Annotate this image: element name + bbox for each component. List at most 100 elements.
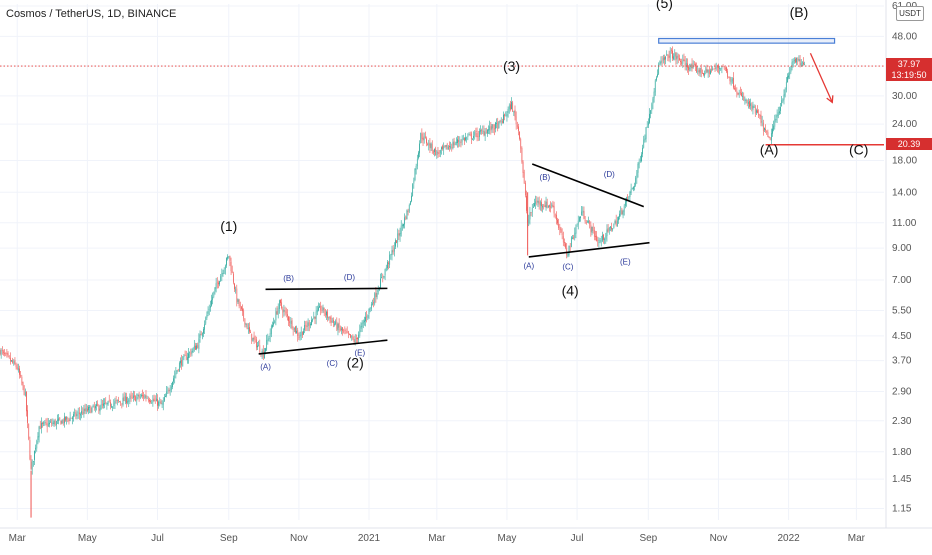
candle-body [59, 417, 60, 420]
candle-body [382, 276, 383, 277]
candle-body [153, 399, 154, 402]
candle-body [210, 306, 211, 308]
candle-body [473, 136, 474, 138]
candle-body [349, 334, 350, 335]
candle-body [612, 228, 613, 230]
candle-body [747, 100, 748, 103]
candle-body [616, 220, 617, 225]
candle-body [640, 160, 641, 161]
candle-body [687, 63, 688, 67]
candle-body [307, 326, 308, 327]
candle-body [120, 402, 121, 403]
candle-body [711, 70, 712, 71]
candle-body [477, 133, 478, 137]
candle-body [116, 400, 117, 401]
candle-body [326, 312, 327, 316]
candle-body [501, 121, 502, 122]
candle-body [201, 334, 202, 335]
candle-body [688, 67, 689, 71]
trendline[interactable] [259, 340, 388, 354]
candle-body [139, 395, 140, 398]
trendline[interactable] [532, 164, 644, 207]
candle-body [405, 217, 406, 220]
candle-body [232, 271, 233, 273]
candle-body [289, 321, 290, 322]
candle-body [572, 238, 573, 239]
candle-body [85, 409, 86, 411]
candle-body [118, 400, 119, 401]
candle-body [310, 324, 311, 325]
candle-body [420, 133, 421, 143]
candle-body [357, 338, 358, 339]
candle-body [374, 293, 375, 303]
candle-body [187, 357, 188, 360]
candle-body [13, 361, 14, 364]
candle-body [593, 227, 594, 231]
candle-body [755, 106, 756, 113]
candle-body [793, 61, 794, 62]
candle-body [758, 114, 759, 115]
candle-body [96, 404, 97, 406]
candle-body [748, 102, 749, 104]
candle-body [149, 400, 150, 401]
candle-body [412, 184, 413, 196]
candle-body [484, 131, 485, 135]
candle-body [276, 311, 277, 320]
trendline[interactable] [529, 243, 650, 257]
candle-body [723, 66, 724, 67]
candle-body [238, 299, 239, 302]
candle-body [356, 338, 357, 339]
candle-body [394, 248, 395, 252]
candle-body [516, 116, 517, 124]
candle-body [34, 451, 35, 460]
candle-body [124, 397, 125, 401]
candle-body [434, 149, 435, 152]
candle-body [427, 144, 428, 145]
candle-body [35, 448, 36, 450]
candle-body [12, 360, 13, 362]
candle-body [726, 67, 727, 71]
candle-body [495, 123, 496, 129]
candle-body [31, 459, 32, 469]
candle-body [250, 332, 251, 333]
candle-body [659, 62, 660, 64]
candle-body [158, 402, 159, 406]
x-tick-label: Nov [710, 533, 728, 544]
candle-body [313, 316, 314, 318]
candle-body [93, 405, 94, 407]
candle-body [548, 205, 549, 207]
candle-body [445, 146, 446, 147]
candle-body [525, 183, 526, 195]
candle-body [730, 77, 731, 81]
candle-body [712, 68, 713, 70]
candle-body [353, 337, 354, 338]
y-tick-label: 4.50 [892, 331, 912, 342]
candle-body [102, 404, 103, 405]
candle-body [87, 409, 88, 411]
candle-body [39, 426, 40, 437]
candle-body [233, 274, 234, 283]
candle-body [323, 307, 324, 310]
candle-body [645, 139, 646, 141]
candle-body [663, 58, 664, 61]
currency-button[interactable]: USDT [896, 6, 924, 21]
candle-body [650, 110, 651, 114]
candle-body [395, 240, 396, 246]
candle-body [361, 326, 362, 329]
candle-body [181, 360, 182, 365]
trendline[interactable] [266, 288, 388, 289]
candle-body [409, 205, 410, 211]
candle-body [684, 59, 685, 60]
candle-body [599, 242, 600, 243]
projection-arrow[interactable] [810, 53, 832, 102]
candle-body [24, 386, 25, 395]
candle-body [43, 422, 44, 423]
candle-body [620, 210, 621, 214]
candle-body [347, 331, 348, 332]
candle-body [241, 306, 242, 309]
candle-body [765, 129, 766, 130]
candle-body [601, 241, 602, 242]
resistance-zone[interactable] [659, 39, 835, 44]
